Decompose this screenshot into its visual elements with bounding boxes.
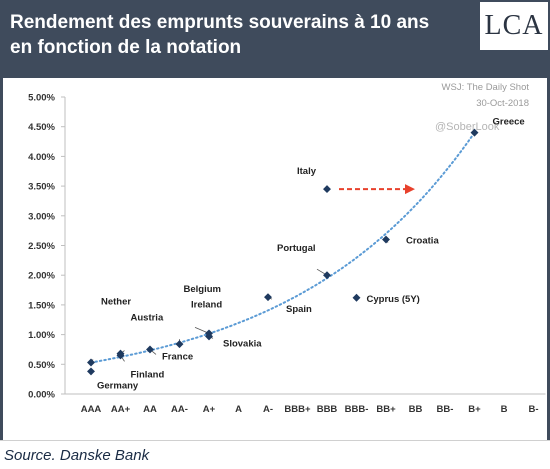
data-label: Austria [131, 313, 164, 324]
x-tick-label: A- [263, 404, 273, 415]
footer: Source. Danske Bank [0, 440, 550, 469]
x-tick-label: AA+ [111, 404, 131, 415]
x-tick-label: A [235, 404, 242, 415]
data-point [175, 340, 184, 349]
x-tick-label: BB [409, 404, 423, 415]
x-tick-label: B [501, 404, 508, 415]
source-note: Source. Danske Bank [4, 447, 150, 464]
watermark-source: WSJ: The Daily Shot [442, 82, 530, 93]
y-tick-label: 3.00% [28, 211, 55, 222]
chart-panel: 0.00% 0.50% 1.00% 1.50% 2.00% 2.50% 3.00% 3.50%… [3, 78, 547, 440]
y-tick-label: 5.00% [28, 93, 55, 104]
x-tick-label: BBB- [345, 404, 369, 415]
watermark-date: 30-Oct-2018 [476, 98, 529, 109]
x-tick-label: A+ [203, 404, 216, 415]
data-point [352, 293, 361, 302]
x-tick-label: AA- [171, 404, 188, 415]
x-tick-label: B+ [468, 404, 481, 415]
data-label: Spain [286, 304, 312, 315]
y-tick-label: 1.00% [28, 330, 55, 341]
header: Rendement des emprunts souverains à 10 a… [0, 0, 550, 78]
data-label: Greece [493, 117, 525, 128]
x-tick-label: BB- [437, 404, 454, 415]
y-tick-label: 4.50% [28, 122, 55, 133]
data-label: Germany [97, 380, 139, 391]
x-tick-label: B- [528, 404, 538, 415]
data-label: Slovakia [223, 338, 262, 349]
trendline [90, 131, 476, 364]
y-tick-label: 2.50% [28, 241, 55, 252]
y-tick-label: 1.50% [28, 300, 55, 311]
data-label: France [162, 351, 193, 362]
data-point [205, 332, 213, 341]
data-label: Belgium [184, 284, 221, 295]
x-tick-label: AA [143, 404, 157, 415]
logo: LCA [480, 2, 548, 50]
logo-text: LCA [484, 10, 544, 41]
x-tick-label: BBB [317, 404, 338, 415]
y-tick-label: 3.50% [28, 182, 55, 193]
data-point [382, 235, 390, 244]
data-point [323, 271, 331, 280]
y-tick-label: 0.50% [28, 360, 55, 371]
y-tick-label: 0.00% [28, 390, 55, 401]
y-tick-label: 2.00% [28, 271, 55, 282]
data-label: Ireland [191, 299, 222, 310]
watermark-handle: @SoberLook [435, 121, 500, 133]
x-tick-label: AAA [81, 404, 102, 415]
chart: 0.00% 0.50% 1.00% 1.50% 2.00% 2.50% 3.00% 3.50%… [28, 82, 546, 415]
page-title: Rendement des emprunts souverains à 10 a… [10, 12, 430, 58]
y-tick-label: 4.00% [28, 152, 55, 163]
data-label: Cyprus (5Y) [367, 294, 420, 305]
data-label: Italy [297, 166, 317, 177]
data-point [264, 293, 272, 302]
data-point [87, 358, 95, 367]
data-label: Portugal [277, 243, 316, 254]
x-tick-label: BBB+ [284, 404, 311, 415]
data-point [146, 345, 154, 354]
x-tick-label: BB+ [376, 404, 396, 415]
data-point [323, 185, 331, 194]
data-point [87, 367, 95, 376]
data-label: Nether [101, 297, 131, 308]
italy-arrow-head [405, 184, 415, 195]
data-label: Croatia [406, 236, 439, 247]
data-label: Finland [131, 369, 165, 380]
